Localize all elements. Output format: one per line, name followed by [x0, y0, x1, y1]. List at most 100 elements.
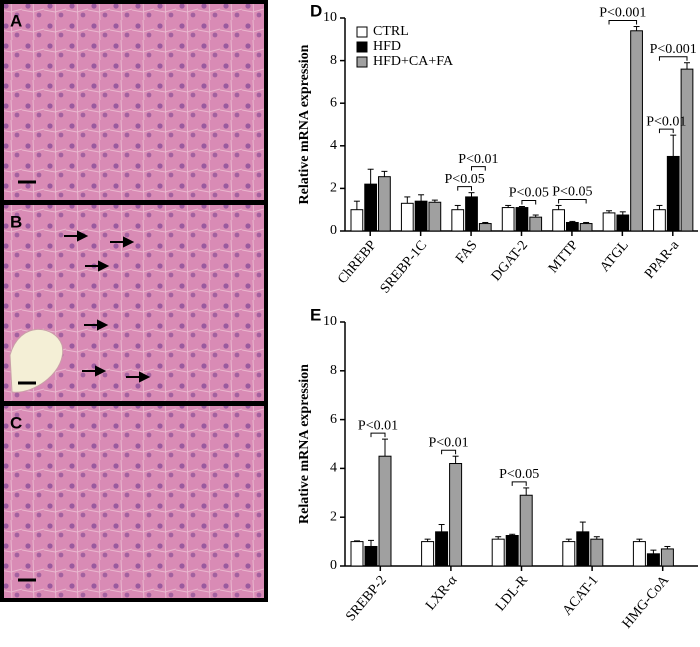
bar — [491, 538, 505, 567]
bar — [602, 212, 616, 232]
y-tick-label: 4 — [330, 461, 337, 476]
legend-label: HFD — [373, 39, 401, 54]
y-tick-label: 2 — [330, 509, 337, 524]
bar — [350, 209, 364, 232]
legend-label: HFD+CA+FA — [373, 54, 454, 69]
bar — [435, 531, 449, 567]
y-tick-label: 6 — [330, 95, 337, 110]
x-tick-label: SREBP-2 — [343, 573, 390, 624]
bar — [478, 223, 492, 232]
significance-label: P<0.001 — [650, 42, 697, 57]
x-tick-label: SREBP-1C — [378, 238, 431, 297]
bar — [576, 531, 590, 567]
bar — [666, 155, 680, 232]
y-tick-label: 8 — [330, 53, 337, 68]
y-tick-label: 2 — [330, 181, 337, 196]
significance-bracket — [558, 198, 587, 204]
bar — [653, 209, 666, 232]
x-tick-label: FAS — [453, 238, 480, 267]
bar — [562, 541, 576, 567]
bar — [364, 545, 378, 567]
y-tick-label: 0 — [330, 558, 337, 573]
panel-label: C — [10, 413, 22, 432]
significance-bracket — [658, 56, 688, 61]
significance-label: P<0.001 — [599, 6, 646, 21]
significance-label: P<0.01 — [646, 114, 686, 129]
bar — [579, 223, 593, 232]
x-tick-label: ACAT-1 — [560, 573, 602, 619]
bar — [505, 535, 519, 567]
y-tick-label: 4 — [330, 138, 337, 153]
significance-bracket — [658, 128, 674, 134]
legend-swatch — [356, 26, 368, 38]
bar — [632, 541, 646, 567]
y-tick-label: 0 — [330, 223, 337, 238]
panel-label: B — [10, 212, 22, 231]
y-tick-label: 6 — [330, 412, 337, 427]
bar — [565, 221, 579, 232]
x-tick-label: HMG-CoA — [620, 572, 673, 631]
bar — [529, 216, 543, 232]
significance-label: P<0.05 — [509, 186, 549, 201]
bar — [646, 553, 660, 567]
bar — [515, 207, 529, 232]
bar — [378, 176, 391, 232]
arrows — [64, 230, 151, 383]
significance-label: P<0.01 — [429, 435, 469, 450]
bar — [400, 202, 414, 232]
significance-bracket — [471, 166, 486, 171]
significance-bracket — [370, 432, 386, 438]
y-axis-label: Relative mRNA expression — [297, 44, 312, 204]
bar — [680, 68, 694, 232]
legend-swatch — [356, 41, 368, 53]
panel-label: D — [310, 1, 322, 20]
bar — [660, 548, 674, 567]
bar — [590, 538, 604, 567]
significance-label: P<0.01 — [458, 152, 498, 167]
y-axis-label: Relative mRNA expression — [297, 364, 312, 524]
x-tick-label: PPAR-a — [642, 237, 683, 281]
significance-bracket — [441, 449, 457, 455]
legend-swatch — [356, 56, 368, 68]
significance-bracket — [521, 200, 537, 205]
bar — [451, 209, 465, 232]
significance-label: P<0.05 — [552, 185, 592, 200]
significance-bracket — [511, 481, 527, 486]
bar — [552, 209, 565, 232]
bar — [630, 30, 643, 232]
significance-bracket — [457, 186, 473, 191]
legend-label: CTRL — [373, 24, 409, 39]
bar — [378, 455, 392, 567]
bar — [616, 214, 630, 232]
significance-label: P<0.05 — [499, 467, 539, 482]
x-tick-label: ChREBP — [335, 238, 380, 287]
y-tick-label: 10 — [323, 10, 337, 25]
significance-label: P<0.05 — [445, 172, 485, 187]
image-a — [0, 0, 268, 204]
scale-bars — [18, 180, 36, 582]
panel-label: A — [10, 11, 22, 30]
vessel — [9, 328, 64, 393]
x-tick-label: LXR-α — [423, 572, 461, 613]
bar — [421, 541, 435, 567]
significance-label: P<0.01 — [358, 418, 398, 433]
significance-bracket — [608, 20, 638, 25]
image-c — [0, 402, 268, 602]
bar — [364, 183, 378, 232]
bar — [428, 201, 442, 232]
bar — [449, 463, 463, 567]
y-tick-label: 8 — [330, 363, 337, 378]
bar — [501, 207, 515, 232]
x-tick-label: DGAT-2 — [489, 238, 531, 284]
histology: A B C — [0, 0, 268, 602]
panel-label: E — [310, 305, 321, 324]
x-tick-label: LDL-R — [493, 572, 531, 614]
x-tick-label: ATGL — [597, 238, 631, 275]
bar — [465, 196, 478, 232]
bar — [350, 541, 364, 567]
bar — [519, 494, 533, 567]
bar — [414, 200, 428, 232]
x-tick-label: MTTP — [546, 238, 582, 276]
y-tick-label: 10 — [323, 314, 337, 329]
